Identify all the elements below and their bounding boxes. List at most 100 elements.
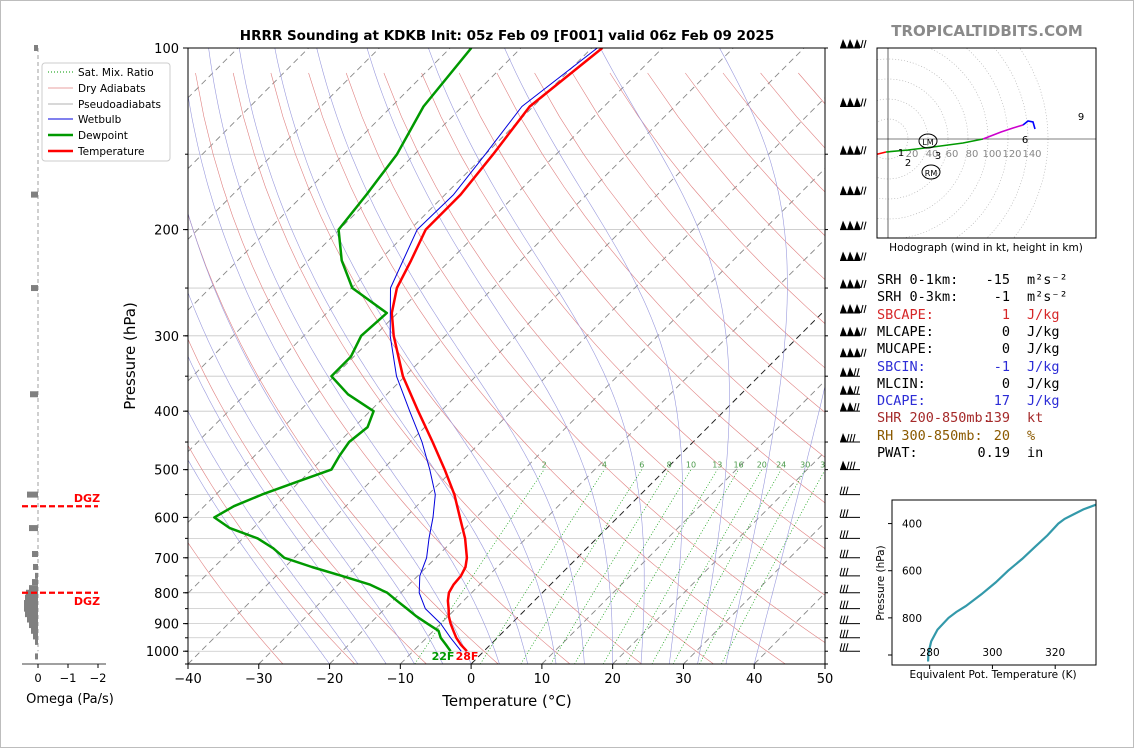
isotherm: [683, 521, 825, 664]
legend-dewpoint: Dewpoint: [78, 130, 128, 142]
mixing-ratio-label: 13: [712, 461, 722, 470]
index-value: -15: [985, 272, 1010, 288]
wind-barb: [839, 643, 860, 652]
omega-bar: [29, 622, 38, 629]
mixing-ratio-label: 20: [757, 461, 767, 470]
mixing-ratio-line: [672, 469, 782, 664]
dry-adiabat: [188, 338, 427, 664]
pseudoadiabat: [366, 48, 613, 664]
omega-bar: [35, 572, 38, 579]
omega-xlabel: Omega (Pa/s): [26, 692, 114, 707]
mixing-ratio-line: [414, 469, 545, 664]
theta-e-x-tick-label: 300: [982, 647, 1002, 659]
isotherm: [541, 380, 825, 664]
wind-barb: [840, 97, 867, 107]
legend-wetbulb: Wetbulb: [78, 114, 122, 126]
mixing-ratio-label: 2: [542, 461, 547, 470]
theta-e-x-tick-label: 280: [920, 647, 940, 659]
index-value: -1: [993, 358, 1010, 375]
omega-bar: [32, 551, 38, 558]
x-tick-label: 50: [817, 672, 834, 687]
temperature-line: [390, 48, 604, 653]
omega-bar: [33, 633, 38, 640]
dry-adiabat: [534, 72, 825, 413]
index-value: 0: [1001, 375, 1010, 392]
index-value: 0: [1001, 323, 1010, 340]
wetbulb-line: [389, 48, 598, 652]
isotherm: [188, 48, 734, 594]
theta-e-y-tick-label: 400: [902, 519, 922, 531]
y-tick-label: 1000: [146, 645, 179, 660]
mixing-ratio-label: 16: [733, 461, 743, 470]
mixing-ratio-label: 30: [800, 461, 810, 470]
omega-bar: [29, 585, 38, 592]
mixing-ratio-line: [651, 469, 763, 664]
theta-e-axes: 280 300 320 400 600 800: [888, 519, 1065, 669]
hodograph-height-label: 2: [905, 158, 911, 169]
omega-panel: 0 −1 −2: [22, 45, 106, 685]
hodograph-ring-label: 80: [966, 149, 979, 160]
index-label: SHR 200-850mb:: [877, 410, 991, 427]
pseudoadiabat: [188, 410, 359, 664]
mixing-ratio-label: 8: [667, 461, 672, 470]
hodograph-rings: 20 40 60 80 100 120 140: [877, 48, 1096, 238]
isotherm: [258, 97, 825, 664]
index-unit: m²s⁻²: [1027, 289, 1068, 306]
index-label: SBCIN:: [877, 358, 926, 375]
pseudoadiabat: [188, 291, 415, 664]
hodograph-segment: [982, 124, 1024, 140]
index-row: SRH 0-1km: -15 m²s⁻²: [877, 272, 1092, 289]
index-row: SBCAPE: 1 J/kg: [877, 307, 1092, 324]
dry-adiabat: [345, 72, 825, 643]
wind-barb: [840, 251, 867, 261]
mixing-ratio-line: [602, 469, 718, 664]
x-tick-label: −10: [387, 672, 414, 687]
mixing-ratio-line: [721, 469, 825, 664]
theta-e-x-tick-label: 320: [1045, 647, 1065, 659]
skewt-profiles: [213, 48, 604, 653]
isotherm: [188, 48, 309, 170]
isotherm: [188, 48, 522, 382]
dewpoint-line: [213, 48, 473, 652]
wind-barb: [839, 530, 860, 539]
pseudoadiabat: [188, 459, 330, 664]
mixing-ratio-line: [480, 469, 605, 664]
wind-barb: [840, 385, 860, 395]
omega-bar: [25, 611, 38, 618]
hodograph-caption: Hodograph (wind in kt, height in km): [889, 242, 1083, 254]
omega-bar: [30, 391, 38, 398]
theta-e-profile: [927, 503, 1096, 662]
mixing-ratio-line: [699, 469, 806, 664]
skewt-axes-frame: [187, 47, 826, 665]
dry-adiabat: [188, 212, 499, 664]
omega-bar: [31, 627, 38, 634]
mixing-ratio-label: 4: [602, 461, 607, 470]
hodograph-height-label: 1: [898, 148, 904, 159]
index-unit: J/kg: [1027, 323, 1060, 340]
omega-x-tick-label: 0: [34, 671, 41, 685]
index-value: 17: [993, 393, 1010, 410]
index-value: -1: [993, 289, 1010, 306]
x-tick-label: 0: [467, 672, 475, 687]
wind-barb: [840, 367, 860, 377]
index-value: 139: [985, 410, 1010, 427]
x-tick-label: 10: [534, 672, 551, 687]
skewt-ylabel: Pressure (hPa): [121, 302, 139, 410]
mixing-ratio-label: 36: [820, 461, 830, 470]
dry-adiabat: [308, 72, 786, 664]
index-value: 0: [1001, 341, 1010, 358]
dry-adiabat: [232, 72, 642, 664]
wind-barb: [839, 567, 860, 577]
dry-adiabat: [195, 72, 571, 664]
index-label: SRH 0-3km:: [877, 289, 959, 306]
hodograph-height-label: 6: [1022, 135, 1028, 146]
isotherm: [188, 48, 805, 664]
index-row: DCAPE: 17 J/kg: [877, 393, 1092, 410]
wind-barb: [840, 402, 860, 412]
index-unit: J/kg: [1027, 306, 1060, 323]
hodograph-height-label: 3: [935, 151, 941, 162]
omega-bar: [29, 525, 38, 532]
pseudoadiabat: [274, 48, 557, 664]
y-tick-label: 600: [154, 511, 179, 526]
index-unit: kt: [1027, 410, 1044, 427]
